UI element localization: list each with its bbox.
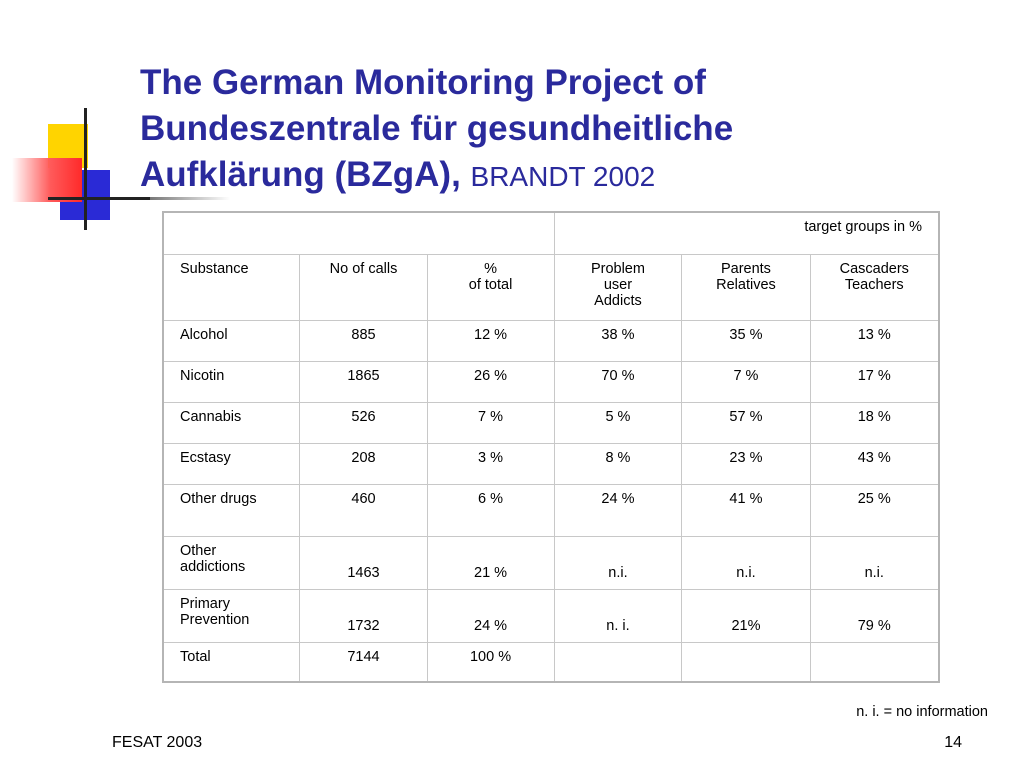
table-row: Alcohol 885 12 % 38 % 35 % 13 % — [162, 319, 940, 362]
cell-problem: 70 % — [553, 360, 683, 403]
table-row: Other addictions 1463 21 % n.i. n.i. n.i. — [162, 535, 940, 590]
logo-horizontal-fade-line — [100, 197, 230, 200]
cell-problem — [553, 641, 683, 683]
cell-cascaders: 43 % — [809, 442, 940, 485]
header-cascaders-line-1: Cascaders — [839, 260, 909, 277]
cell-parents: 23 % — [681, 442, 811, 485]
title-line-1: The German Monitoring Project of — [140, 63, 706, 102]
cell-percent: 24 % — [426, 588, 555, 643]
cell-parents — [681, 641, 811, 683]
cell-calls: 1865 — [299, 360, 428, 403]
cell-calls: 885 — [299, 319, 428, 362]
cell-percent: 12 % — [426, 319, 555, 362]
table-row-total: Total 7144 100 % — [162, 641, 940, 683]
cell-percent: 26 % — [426, 360, 555, 403]
header-substance: Substance — [162, 253, 301, 321]
table-column-header-row: Substance No of calls % of total Problem u… — [162, 253, 940, 321]
cell-cascaders: n.i. — [809, 535, 940, 590]
cell-problem: 8 % — [553, 442, 683, 485]
header-problem-line-1: Problem — [590, 260, 645, 277]
table-row: Nicotin 1865 26 % 70 % 7 % 17 % — [162, 360, 940, 403]
cell-parents: 57 % — [681, 401, 811, 444]
cell-substance-line-1: Primary — [180, 595, 230, 612]
cell-cascaders — [809, 641, 940, 683]
cell-cascaders: 18 % — [809, 401, 940, 444]
table-empty-header-cell — [162, 211, 555, 255]
cell-substance-line-1: Other — [180, 542, 217, 559]
table-row: Ecstasy 208 3 % 8 % 23 % 43 % — [162, 442, 940, 485]
title-line-2: Bundeszentrale für gesundheitliche — [140, 109, 734, 148]
title-author: BRANDT 2002 — [470, 161, 656, 192]
cell-substance: Nicotin — [162, 360, 301, 403]
cell-calls: 208 — [299, 442, 428, 485]
cell-parents: 41 % — [681, 483, 811, 537]
cell-cascaders: 25 % — [809, 483, 940, 537]
cell-substance-line-2: Prevention — [180, 611, 250, 628]
cell-parents: 35 % — [681, 319, 811, 362]
logo-horizontal-line — [48, 197, 150, 200]
header-calls: No of calls — [299, 253, 428, 321]
logo-red-block — [12, 158, 82, 202]
cell-percent: 6 % — [426, 483, 555, 537]
slide-title: The German Monitoring Project of Bundesz… — [140, 60, 980, 200]
header-percent-line-2: of total — [468, 276, 513, 293]
title-line-3: Aufklärung (BZgA), BRANDT 2002 — [140, 152, 980, 200]
cell-percent: 21 % — [426, 535, 555, 590]
cell-parents: 21% — [681, 588, 811, 643]
footnote: n. i. = no information — [856, 704, 988, 720]
cell-problem: 24 % — [553, 483, 683, 537]
cell-cascaders: 13 % — [809, 319, 940, 362]
table-row: Primary Prevention 1732 24 % n. i. 21% 79… — [162, 588, 940, 643]
header-parents-line-1: Parents — [720, 260, 771, 277]
cell-problem: 38 % — [553, 319, 683, 362]
cell-calls: 1732 — [299, 588, 428, 643]
cell-substance: Total — [162, 641, 301, 683]
cell-calls: 460 — [299, 483, 428, 537]
header-parents-line-2: Relatives — [716, 276, 776, 293]
cell-cascaders: 79 % — [809, 588, 940, 643]
cell-parents: 7 % — [681, 360, 811, 403]
table-row: Other drugs 460 6 % 24 % 41 % 25 % — [162, 483, 940, 537]
table-row: Cannabis 526 7 % 5 % 57 % 18 % — [162, 401, 940, 444]
header-problem-users: Problem user Addicts — [553, 253, 683, 321]
header-cascaders: Cascaders Teachers — [809, 253, 940, 321]
cell-substance: Primary Prevention — [162, 588, 301, 643]
cell-substance: Other addictions — [162, 535, 301, 590]
cell-substance-line-2: addictions — [180, 558, 246, 575]
cell-problem: n. i. — [553, 588, 683, 643]
cell-problem: 5 % — [553, 401, 683, 444]
cell-percent: 3 % — [426, 442, 555, 485]
title-line-3-text: Aufklärung (BZgA), — [140, 155, 461, 194]
header-cascaders-line-2: Teachers — [844, 276, 904, 293]
header-percent-total: % of total — [426, 253, 555, 321]
header-percent-line-1: % — [484, 260, 497, 277]
footer-conference: FESAT 2003 — [112, 734, 203, 751]
cell-problem: n.i. — [553, 535, 683, 590]
slide-number: 14 — [944, 734, 962, 751]
cell-substance: Other drugs — [162, 483, 301, 537]
cell-substance: Ecstasy — [162, 442, 301, 485]
cell-percent: 100 % — [426, 641, 555, 683]
logo-vertical-line — [84, 108, 87, 230]
cell-calls: 526 — [299, 401, 428, 444]
decorative-logo — [0, 100, 230, 230]
header-problem-line-2: user — [603, 276, 633, 293]
header-problem-line-3: Addicts — [594, 292, 642, 309]
cell-cascaders: 17 % — [809, 360, 940, 403]
cell-substance: Cannabis — [162, 401, 301, 444]
header-parents: Parents Relatives — [681, 253, 811, 321]
target-groups-header: target groups in % — [553, 211, 940, 255]
cell-calls: 1463 — [299, 535, 428, 590]
cell-parents: n.i. — [681, 535, 811, 590]
table-group-header-row: target groups in % — [162, 211, 940, 255]
data-table: target groups in % Substance No of calls… — [162, 211, 940, 683]
cell-substance: Alcohol — [162, 319, 301, 362]
cell-calls: 7144 — [299, 641, 428, 683]
cell-percent: 7 % — [426, 401, 555, 444]
